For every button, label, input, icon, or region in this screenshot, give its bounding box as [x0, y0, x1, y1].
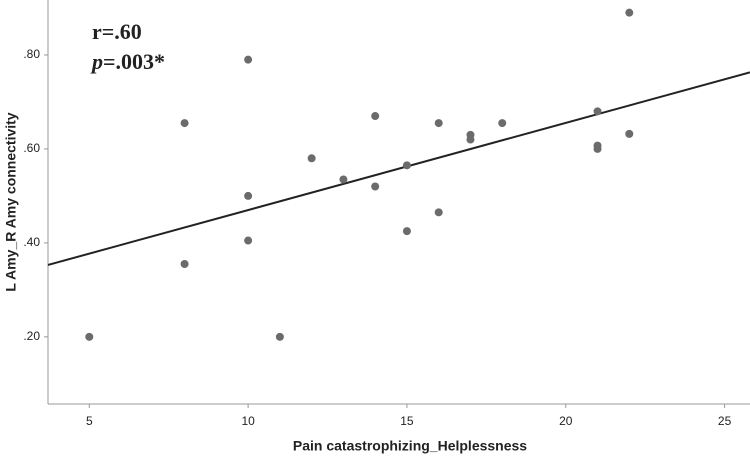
point — [244, 191, 253, 200]
point — [625, 8, 634, 17]
point — [371, 112, 380, 121]
point — [402, 227, 411, 236]
point — [85, 332, 94, 341]
p-symbol: p — [90, 49, 103, 74]
point — [625, 129, 634, 138]
y-tick-label: .80 — [23, 47, 40, 61]
point — [275, 332, 284, 341]
x-tick-label: 15 — [400, 414, 414, 428]
point — [244, 55, 253, 64]
point — [307, 154, 316, 163]
point — [371, 182, 380, 191]
fit-line — [47, 71, 750, 266]
y-axis-label: L Amy_R Amy connectivity — [3, 112, 19, 291]
x-tick-label: 10 — [241, 414, 255, 428]
point — [498, 119, 507, 128]
point — [593, 107, 602, 116]
y-tick-label: .40 — [23, 235, 40, 249]
point — [434, 119, 443, 128]
y-tick-label: .20 — [23, 329, 40, 343]
x-tick-label: 20 — [559, 414, 573, 428]
point — [180, 260, 189, 269]
point — [593, 144, 602, 153]
point — [466, 135, 475, 144]
x-axis-label: Pain catastrophizing_Helplessness — [293, 438, 527, 454]
annotation-r: r=.60 — [92, 19, 142, 44]
point — [434, 208, 443, 217]
y-tick-label: .60 — [23, 141, 40, 155]
point — [244, 236, 253, 245]
point — [339, 175, 348, 184]
annotation-p: p=.003* — [90, 49, 165, 74]
p-value: =.003* — [103, 49, 165, 74]
x-tick-label: 25 — [718, 414, 732, 428]
x-tick-label: 5 — [86, 414, 93, 428]
point — [180, 119, 189, 128]
point — [402, 161, 411, 170]
